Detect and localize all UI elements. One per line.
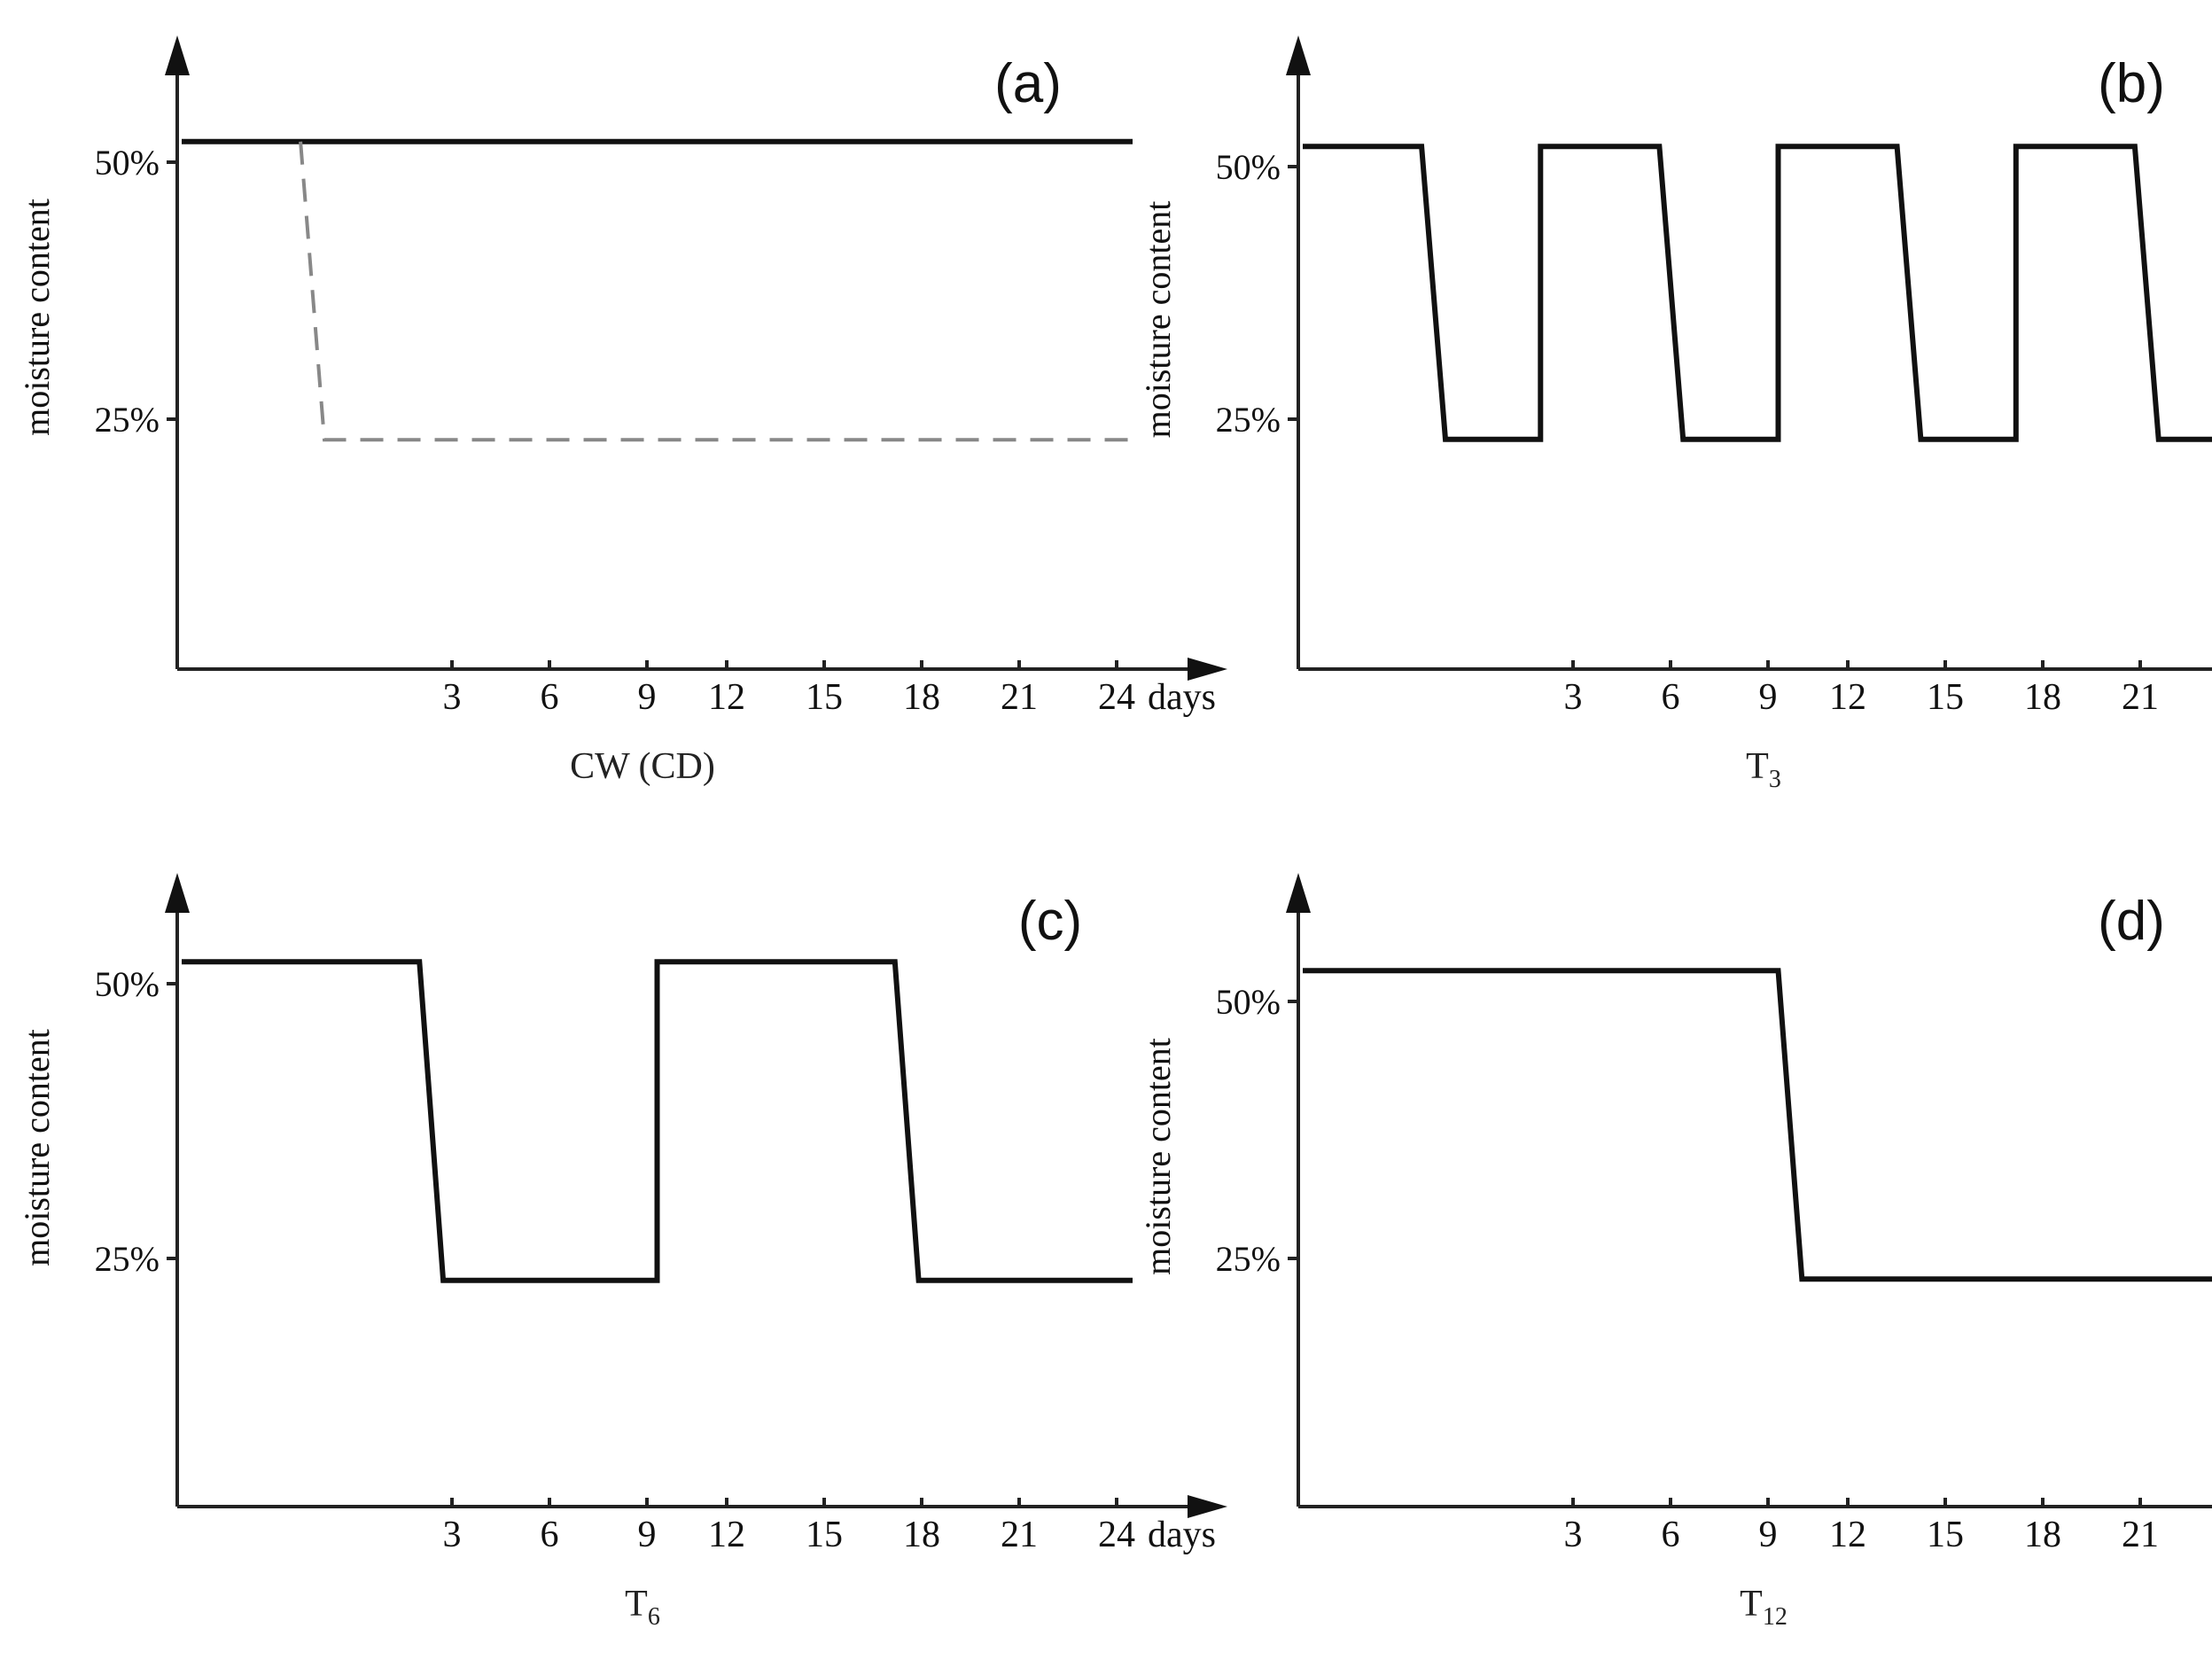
x-tick-label: 12 [708, 677, 745, 718]
panel-label: (a) [994, 53, 1062, 114]
x-tick-label: 6 [1662, 677, 1680, 718]
x-tick-label: 9 [1759, 677, 1778, 718]
panel-caption: T3 [1746, 746, 1781, 793]
x-tick-label: 12 [1829, 677, 1866, 718]
x-tick-label: 18 [903, 677, 940, 718]
y-axis-label: moisture content [1138, 1038, 1178, 1275]
y-tick-label: 50% [95, 964, 160, 1004]
x-tick-label: 6 [541, 677, 559, 718]
y-axis-arrow [1286, 873, 1311, 913]
x-tick-label: 18 [2024, 677, 2061, 718]
series-line-t12 [1303, 968, 2212, 1282]
panel-caption: T6 [625, 1584, 660, 1631]
x-tick-label: 24 [1098, 677, 1135, 718]
x-axis-label: days [1148, 1515, 1216, 1555]
y-axis-arrow [1286, 35, 1311, 75]
x-tick-label: 24 [1098, 1515, 1135, 1555]
y-axis-label: moisture content [1138, 201, 1178, 439]
y-axis-arrow [165, 35, 190, 75]
x-tick-label: 6 [1662, 1515, 1680, 1555]
x-tick-label: 15 [806, 1515, 843, 1555]
x-axis-arrow [1188, 1495, 1227, 1518]
panel-caption: CW (CD) [570, 746, 715, 787]
x-tick-label: 21 [1001, 1515, 1038, 1555]
x-tick-label: 15 [1927, 677, 1964, 718]
x-tick-label: 12 [1829, 1515, 1866, 1555]
x-tick-label: 3 [1564, 1515, 1583, 1555]
x-tick-label: 18 [2024, 1515, 2061, 1555]
x-axis-label: days [1148, 677, 1216, 718]
x-tick-label: 3 [443, 677, 462, 718]
y-tick-label: 25% [95, 400, 160, 440]
x-tick-label: 9 [638, 677, 657, 718]
x-tick-label: 21 [2122, 677, 2159, 718]
y-tick-label: 25% [95, 1239, 160, 1279]
y-tick-label: 50% [1216, 982, 1281, 1022]
x-tick-label: 9 [638, 1515, 657, 1555]
y-tick-label: 25% [1216, 1239, 1281, 1279]
chart-panel-c: 50% 25% 3 6 9 12 15 18 21 24 days moisture content (… [17, 873, 1227, 1631]
x-tick-label: 18 [903, 1515, 940, 1555]
y-tick-label: 25% [1216, 400, 1281, 440]
panel-label: (b) [2098, 53, 2165, 114]
panel-label: (d) [2098, 891, 2165, 952]
panel-caption: T12 [1740, 1584, 1788, 1631]
x-tick-label: 3 [1564, 677, 1583, 718]
x-tick-label: 6 [541, 1515, 559, 1555]
y-axis-label: moisture content [17, 199, 57, 436]
panel-label: (c) [1018, 891, 1082, 952]
x-axis-arrow [1188, 658, 1227, 681]
chart-panel-a: 50% 25% 3 6 9 12 15 18 21 24 days moisture content (… [17, 35, 1227, 787]
series-line-t6 [182, 959, 1133, 1283]
series-line-cd [299, 141, 1133, 442]
x-tick-label: 12 [708, 1515, 745, 1555]
y-axis-label: moisture content [17, 1029, 57, 1266]
x-tick-label: 3 [443, 1515, 462, 1555]
y-axis-arrow [165, 873, 190, 913]
x-tick-label: 15 [1927, 1515, 1964, 1555]
x-tick-label: 15 [806, 677, 843, 718]
x-tick-label: 21 [1001, 677, 1038, 718]
x-tick-label: 9 [1759, 1515, 1778, 1555]
y-tick-label: 50% [1216, 147, 1281, 187]
y-tick-label: 50% [95, 143, 160, 183]
x-tick-label: 21 [2122, 1515, 2159, 1555]
series-line-t3 [1303, 144, 2212, 442]
